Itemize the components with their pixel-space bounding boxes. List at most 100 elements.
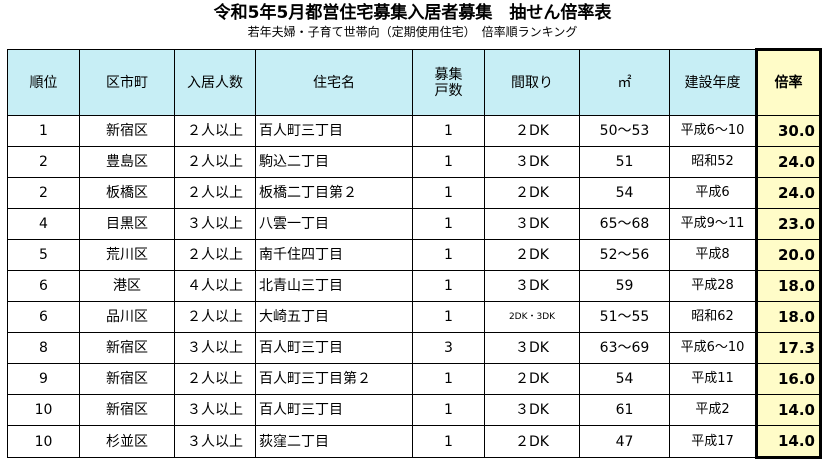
header-occupants: 入居人数	[174, 49, 256, 116]
cell-rank: 10	[7, 394, 80, 426]
cell-ward: 新宿区	[79, 363, 175, 395]
cell-layout: ３DK	[484, 394, 580, 426]
table-header-row: 順位 区市町 入居人数 住宅名 募集 戸数 間取り ㎡ 建設年度 倍率	[7, 48, 822, 116]
cell-area: 59	[579, 270, 670, 302]
cell-units: 3	[412, 332, 485, 364]
cell-ward: 豊島区	[79, 146, 175, 178]
cell-occupants: ３人以上	[174, 332, 256, 364]
cell-construction-year: 平成28	[669, 270, 757, 302]
header-housing-name: 住宅名	[255, 49, 413, 116]
cell-occupants: ２人以上	[174, 115, 256, 147]
cell-housing-name: 板橋二丁目第２	[255, 177, 413, 209]
cell-housing-name: 北青山三丁目	[255, 270, 413, 302]
header-units-line2: 戸数	[434, 82, 463, 99]
cell-rate: 18.0	[755, 270, 822, 302]
cell-construction-year: 平成6～10	[669, 115, 757, 147]
cell-layout: ３DK	[484, 270, 580, 302]
cell-layout: ３DK	[484, 146, 580, 178]
cell-housing-name: 百人町三丁目	[255, 332, 413, 364]
cell-occupants: ２人以上	[174, 363, 256, 395]
cell-occupants: ２人以上	[174, 301, 256, 333]
cell-occupants: ２人以上	[174, 239, 256, 271]
cell-area: 52～56	[579, 239, 670, 271]
cell-rate: 24.0	[755, 177, 822, 209]
cell-area: 63～69	[579, 332, 670, 364]
cell-rank: 2	[7, 146, 80, 178]
cell-layout: ２DK	[484, 115, 580, 147]
cell-construction-year: 平成2	[669, 394, 757, 426]
table-row: 6 品川区 ２人以上 大崎五丁目 1 2DK・3DK 51～55 昭和62 18.0	[7, 301, 822, 333]
cell-area: 61	[579, 394, 670, 426]
cell-construction-year: 平成17	[669, 425, 757, 458]
table-row: 4 目黒区 ３人以上 八雲一丁目 1 ３DK 65～68 平成9～11 23.0	[7, 208, 822, 240]
cell-rate: 18.0	[755, 301, 822, 333]
cell-occupants: ２人以上	[174, 146, 256, 178]
page-title: 令和5年5月都営住宅募集入居者募集 抽せん倍率表	[213, 3, 612, 23]
cell-occupants: ４人以上	[174, 270, 256, 302]
cell-units: 1	[412, 208, 485, 240]
cell-layout: ２DK	[484, 425, 580, 458]
cell-construction-year: 昭和52	[669, 146, 757, 178]
cell-layout: 2DK・3DK	[484, 301, 580, 333]
table-row: 6 港区 ４人以上 北青山三丁目 1 ３DK 59 平成28 18.0	[7, 270, 822, 302]
cell-rank: 1	[7, 115, 80, 147]
cell-area: 54	[579, 363, 670, 395]
cell-housing-name: 駒込二丁目	[255, 146, 413, 178]
cell-units: 1	[412, 363, 485, 395]
header-units-line1: 募集	[434, 66, 463, 83]
cell-rate: 20.0	[755, 239, 822, 271]
cell-occupants: ３人以上	[174, 208, 256, 240]
cell-rank: 5	[7, 239, 80, 271]
header-rate: 倍率	[755, 48, 822, 116]
cell-housing-name: 百人町三丁目	[255, 115, 413, 147]
cell-area: 47	[579, 425, 670, 458]
header-units: 募集 戸数	[412, 49, 485, 116]
cell-units: 1	[412, 177, 485, 209]
cell-rank: 4	[7, 208, 80, 240]
table-row: 2 板橋区 ２人以上 板橋二丁目第２ 1 ２DK 54 平成6 24.0	[7, 177, 822, 209]
cell-ward: 新宿区	[79, 394, 175, 426]
cell-ward: 板橋区	[79, 177, 175, 209]
cell-rate: 16.0	[755, 363, 822, 395]
header-area: ㎡	[579, 49, 670, 116]
header-rank: 順位	[7, 49, 80, 116]
cell-units: 1	[412, 301, 485, 333]
table-row: 10 新宿区 ３人以上 百人町三丁目 1 ３DK 61 平成2 14.0	[7, 394, 822, 426]
cell-ward: 目黒区	[79, 208, 175, 240]
table-row: 2 豊島区 ２人以上 駒込二丁目 1 ３DK 51 昭和52 24.0	[7, 146, 822, 178]
page-subtitle: 若年夫婦・子育て世帯向（定期使用住宅） 倍率順ランキング	[247, 25, 578, 39]
cell-area: 50～53	[579, 115, 670, 147]
cell-housing-name: 南千住四丁目	[255, 239, 413, 271]
cell-rank: 10	[7, 425, 80, 458]
cell-layout: ２DK	[484, 239, 580, 271]
cell-ward: 荒川区	[79, 239, 175, 271]
cell-rank: 6	[7, 301, 80, 333]
cell-occupants: ３人以上	[174, 425, 256, 458]
cell-construction-year: 平成6	[669, 177, 757, 209]
table-body: 1 新宿区 ２人以上 百人町三丁目 1 ２DK 50～53 平成6～10 30.0 2 豊島区 ２人以…	[7, 115, 822, 459]
cell-construction-year: 昭和62	[669, 301, 757, 333]
cell-housing-name: 百人町三丁目	[255, 394, 413, 426]
cell-occupants: ２人以上	[174, 177, 256, 209]
cell-rank: 8	[7, 332, 80, 364]
cell-rate: 23.0	[755, 208, 822, 240]
cell-rank: 2	[7, 177, 80, 209]
cell-rank: 9	[7, 363, 80, 395]
cell-area: 51～55	[579, 301, 670, 333]
cell-rate: 14.0	[755, 425, 822, 459]
cell-ward: 新宿区	[79, 332, 175, 364]
cell-ward: 品川区	[79, 301, 175, 333]
cell-construction-year: 平成11	[669, 363, 757, 395]
cell-area: 54	[579, 177, 670, 209]
cell-rank: 6	[7, 270, 80, 302]
table-row: 5 荒川区 ２人以上 南千住四丁目 1 ２DK 52～56 平成8 20.0	[7, 239, 822, 271]
cell-rate: 17.3	[755, 332, 822, 364]
cell-housing-name: 大崎五丁目	[255, 301, 413, 333]
cell-construction-year: 平成6～10	[669, 332, 757, 364]
cell-units: 1	[412, 146, 485, 178]
cell-ward: 新宿区	[79, 115, 175, 147]
cell-units: 1	[412, 239, 485, 271]
cell-units: 1	[412, 425, 485, 458]
cell-ward: 港区	[79, 270, 175, 302]
header-layout: 間取り	[484, 49, 580, 116]
